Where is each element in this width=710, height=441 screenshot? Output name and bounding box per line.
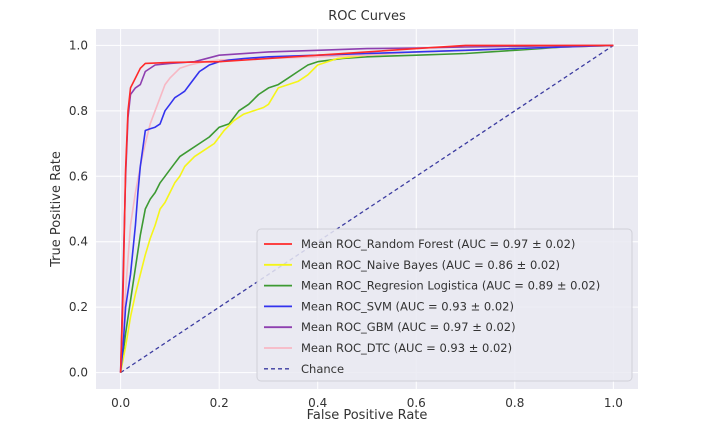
y-tick-label: 1.0 [69, 38, 88, 52]
legend-entry-label: Mean ROC_Naive Bayes (AUC = 0.86 ± 0.02) [301, 258, 560, 272]
series-line-1 [119, 44, 614, 373]
x-tick-label: 1.0 [604, 396, 623, 410]
legend: Mean ROC_Random Forest (AUC = 0.97 ± 0.0… [256, 228, 633, 382]
grid-lines [96, 29, 638, 389]
y-axis-label: True Positive Rate [49, 151, 64, 268]
y-tick-label: 0.2 [69, 300, 88, 314]
legend-entry-label: Mean ROC_Random Forest (AUC = 0.97 ± 0.0… [301, 237, 575, 251]
x-tick-label: 0.2 [210, 396, 229, 410]
x-tick-label: 0.0 [111, 396, 130, 410]
legend-entry-label: Mean ROC_DTC (AUC = 0.93 ± 0.02) [301, 341, 512, 355]
y-tick-label: 0.0 [69, 366, 88, 380]
series-line-6 [120, 44, 614, 374]
series-line-3 [119, 44, 614, 373]
legend-entry-label: Mean ROC_SVM (AUC = 0.93 ± 0.02) [301, 299, 514, 313]
series-line-0 [119, 44, 614, 373]
legend-box [256, 228, 633, 382]
tick-labels: 0.0 0.2 0.4 0.6 0.8 1.0 0.0 0.2 0.4 0.6 0.8 1.0 [69, 38, 623, 410]
y-tick-label: 0.8 [69, 104, 88, 118]
x-axis-label: False Positive Rate [307, 408, 428, 423]
series-line-2 [119, 44, 614, 373]
chart-title: ROC Curves [328, 9, 406, 24]
series-lines [119, 44, 614, 374]
y-tick-label: 0.4 [69, 235, 88, 249]
x-tick-label: 0.4 [308, 396, 327, 410]
legend-entry-label: Mean ROC_Regresion Logistica (AUC = 0.89… [301, 279, 600, 293]
legend-entry-label: Mean ROC_GBM (AUC = 0.97 ± 0.02) [301, 320, 516, 334]
legend-entry-label: Chance [301, 362, 344, 376]
y-tick-label: 0.6 [69, 169, 88, 183]
x-tick-label: 0.6 [407, 396, 426, 410]
x-tick-label: 0.8 [505, 396, 524, 410]
